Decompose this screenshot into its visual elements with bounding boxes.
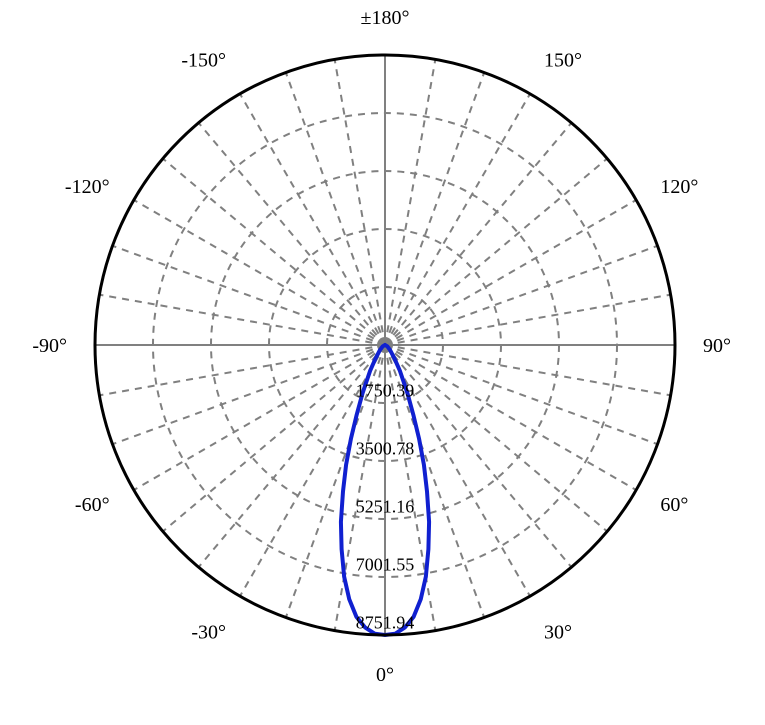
angle-label: 0° <box>376 664 394 686</box>
polar-chart-container: 0° 30° 60° 90° 120° 150° ±180° -150° -120° -90° -6… <box>0 0 765 725</box>
radial-label: 5251.16 <box>356 497 415 517</box>
radial-label: 1750.39 <box>356 381 415 401</box>
angle-label: 150° <box>544 50 582 72</box>
angle-label: -150° <box>181 50 226 72</box>
angle-label: -30° <box>191 621 226 643</box>
angle-label: -90° <box>32 335 67 357</box>
radial-label: 7001.55 <box>356 555 415 575</box>
radial-label: 8751.94 <box>356 613 415 633</box>
angle-label: 120° <box>660 176 698 198</box>
angle-label: 90° <box>703 335 731 357</box>
angle-label: ±180° <box>361 7 410 29</box>
radial-label: 3500.78 <box>356 439 415 459</box>
angle-label: -60° <box>75 494 110 516</box>
angle-label: 60° <box>660 494 688 516</box>
angle-label: 30° <box>544 621 572 643</box>
polar-chart: 0° 30° 60° 90° 120° 150° ±180° -150° -120° -90° -6… <box>0 0 765 725</box>
angle-label: -120° <box>65 176 110 198</box>
